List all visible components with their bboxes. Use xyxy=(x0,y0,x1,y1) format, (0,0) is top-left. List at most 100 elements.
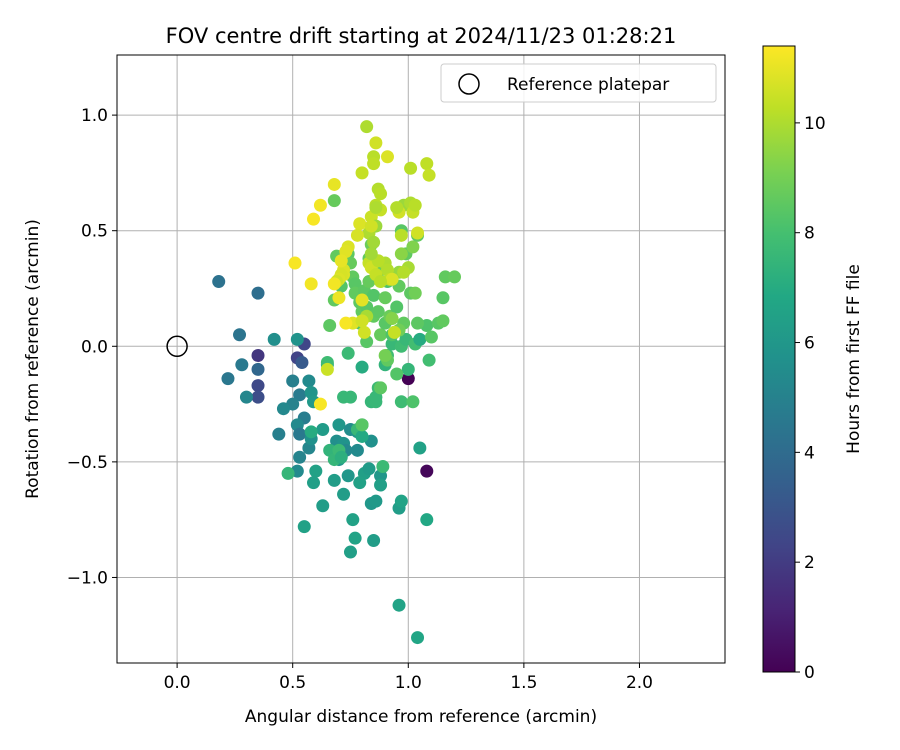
data-point xyxy=(387,325,401,339)
data-point xyxy=(290,332,304,346)
data-point xyxy=(307,212,321,226)
data-point xyxy=(350,228,364,242)
y-tick-label: −0.5 xyxy=(67,453,108,473)
data-point xyxy=(339,316,353,330)
data-point xyxy=(239,390,253,404)
data-point xyxy=(367,288,381,302)
data-point xyxy=(385,312,399,326)
data-point xyxy=(353,217,367,231)
data-point xyxy=(369,136,383,150)
data-point xyxy=(341,469,355,483)
legend-entry-reference: Reference platepar xyxy=(507,75,669,95)
data-point xyxy=(288,256,302,270)
data-point xyxy=(371,305,385,319)
grid-lines xyxy=(117,55,725,663)
data-point xyxy=(267,332,281,346)
data-point xyxy=(332,291,346,305)
data-point xyxy=(286,374,300,388)
y-tick-label: −1.0 xyxy=(67,568,108,588)
data-point xyxy=(369,494,383,508)
chart-title: FOV centre drift starting at 2024/11/23 … xyxy=(166,24,677,48)
data-point xyxy=(420,157,434,171)
data-point xyxy=(378,291,392,305)
data-point xyxy=(327,194,341,208)
colorbar-tick-label: 2 xyxy=(804,553,815,573)
data-point xyxy=(281,466,295,480)
data-point xyxy=(346,513,360,527)
plot-frame xyxy=(116,54,726,664)
data-point xyxy=(422,168,436,182)
data-point xyxy=(293,427,307,441)
data-point xyxy=(251,286,265,300)
colorbar: 0 2 4 6 8 10 Hours from first FF file xyxy=(762,45,864,683)
data-point xyxy=(309,464,323,478)
colorbar-ticks: 0 2 4 6 8 10 xyxy=(795,114,826,683)
data-point xyxy=(390,300,404,314)
data-point xyxy=(323,318,337,332)
data-point xyxy=(355,293,369,307)
data-point xyxy=(413,441,427,455)
data-point xyxy=(408,286,422,300)
x-tick-label: 0.0 xyxy=(164,673,191,693)
data-point xyxy=(374,328,388,342)
x-tick-label: 1.5 xyxy=(510,673,537,693)
data-point xyxy=(302,374,316,388)
data-point xyxy=(385,272,399,286)
data-point xyxy=(355,166,369,180)
data-point xyxy=(307,476,321,490)
data-point xyxy=(420,464,434,478)
data-point xyxy=(316,423,330,437)
data-point xyxy=(401,362,415,376)
data-point xyxy=(394,228,408,242)
data-point xyxy=(367,533,381,547)
data-point xyxy=(251,379,265,393)
data-point xyxy=(438,270,452,284)
data-point xyxy=(334,254,348,268)
data-point xyxy=(401,372,415,386)
data-point xyxy=(272,427,286,441)
data-point xyxy=(348,531,362,545)
data-point xyxy=(320,362,334,376)
data-point xyxy=(422,353,436,367)
data-point xyxy=(404,161,418,175)
data-point xyxy=(369,201,383,215)
data-point xyxy=(355,360,369,374)
data-point xyxy=(411,631,425,645)
colorbar-label: Hours from first FF file xyxy=(844,264,864,454)
x-tick-label: 0.5 xyxy=(279,673,306,693)
data-point xyxy=(420,513,434,527)
data-point xyxy=(367,157,381,171)
legend: Reference platepar xyxy=(440,63,717,103)
data-point xyxy=(304,425,318,439)
data-point xyxy=(378,349,392,363)
data-point xyxy=(276,402,290,416)
data-point xyxy=(392,598,406,612)
data-point xyxy=(293,388,307,402)
legend-box xyxy=(440,63,717,103)
data-point xyxy=(341,346,355,360)
data-point xyxy=(374,187,388,201)
data-point xyxy=(413,332,427,346)
data-point xyxy=(374,478,388,492)
colorbar-tick-label: 8 xyxy=(804,224,815,244)
colorbar-tick-label: 0 xyxy=(804,663,815,683)
data-point xyxy=(334,450,348,464)
y-axis-ticks: −1.0 −0.5 0.0 0.5 1.0 xyxy=(67,106,117,588)
data-point xyxy=(353,476,367,490)
colorbar-gradient xyxy=(762,45,796,673)
data-point xyxy=(327,277,341,291)
data-point xyxy=(327,473,341,487)
data-point xyxy=(364,219,378,233)
data-point xyxy=(364,247,378,261)
data-point xyxy=(304,277,318,291)
data-point xyxy=(380,150,394,164)
data-point xyxy=(332,418,346,432)
y-tick-label: 1.0 xyxy=(81,106,108,126)
data-point xyxy=(337,487,351,501)
data-point xyxy=(235,358,249,372)
data-point xyxy=(362,462,376,476)
data-point xyxy=(390,367,404,381)
data-point xyxy=(408,198,422,212)
data-point xyxy=(357,325,371,339)
